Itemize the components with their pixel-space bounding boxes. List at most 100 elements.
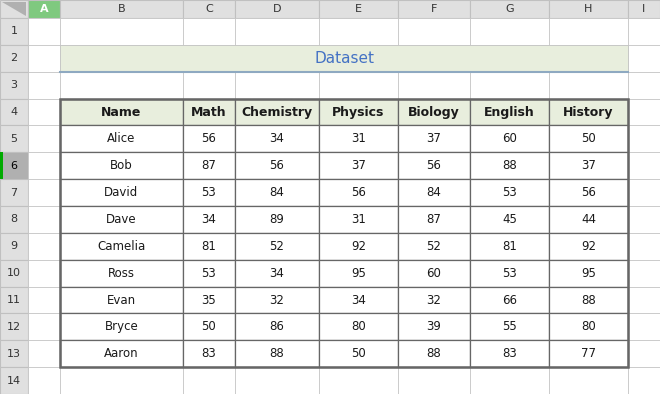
Bar (60, 152, 183, 179)
Bar (470, 340, 549, 367)
Bar (319, 125, 398, 152)
Bar (470, 125, 549, 152)
Bar (0, 72, 28, 98)
Text: 56: 56 (351, 186, 366, 199)
Bar (319, 206, 398, 233)
Bar (0, 98, 28, 125)
Text: 92: 92 (581, 240, 596, 253)
Bar (470, 179, 549, 206)
Bar (398, 72, 470, 98)
Bar (0, 45, 28, 72)
Bar (60, 98, 183, 125)
Bar (28, 260, 60, 286)
Text: Dave: Dave (106, 213, 137, 226)
Bar (470, 260, 549, 286)
Text: Chemistry: Chemistry (242, 106, 313, 119)
Text: 45: 45 (502, 213, 517, 226)
Text: G: G (505, 4, 513, 14)
Text: 50: 50 (351, 347, 366, 360)
Bar (470, 286, 549, 314)
Text: English: English (484, 106, 535, 119)
Bar (549, 233, 628, 260)
Text: 34: 34 (351, 294, 366, 307)
Bar (398, 98, 470, 125)
Bar (549, 125, 628, 152)
Bar (235, 314, 319, 340)
Text: Physics: Physics (332, 106, 385, 119)
Bar (470, 367, 549, 394)
Bar (470, 260, 549, 286)
Bar (470, 286, 549, 314)
Text: 37: 37 (581, 159, 596, 172)
Bar (549, 0, 628, 18)
Bar (183, 286, 235, 314)
Bar (183, 206, 235, 233)
Bar (60, 206, 183, 233)
Bar (0, 286, 28, 314)
Bar (549, 125, 628, 152)
Text: 53: 53 (201, 186, 216, 199)
Text: 13: 13 (7, 349, 21, 359)
Bar (319, 260, 398, 286)
Bar (60, 233, 183, 260)
Bar (398, 233, 470, 260)
Bar (0, 18, 28, 45)
Bar (398, 340, 470, 367)
Text: 84: 84 (426, 186, 442, 199)
Bar (628, 45, 660, 72)
Bar (549, 152, 628, 179)
Bar (28, 125, 60, 152)
Bar (398, 18, 470, 45)
Text: 66: 66 (502, 294, 517, 307)
Bar (398, 152, 470, 179)
Bar (398, 45, 470, 72)
Bar (628, 72, 660, 98)
Text: 88: 88 (270, 347, 284, 360)
Text: Math: Math (191, 106, 227, 119)
Bar (28, 98, 60, 125)
Text: 80: 80 (351, 320, 366, 333)
Text: 10: 10 (7, 268, 21, 278)
Text: Camelia: Camelia (97, 240, 145, 253)
Text: 6: 6 (11, 161, 18, 171)
Text: 60: 60 (426, 267, 442, 280)
Bar (398, 260, 470, 286)
Bar (60, 72, 183, 98)
Text: 56: 56 (581, 186, 596, 199)
Bar (183, 233, 235, 260)
Text: 1: 1 (11, 26, 18, 36)
Bar (60, 340, 183, 367)
Bar (183, 0, 235, 18)
Text: H: H (584, 4, 593, 14)
Bar (28, 367, 60, 394)
Bar (60, 125, 183, 152)
Bar (28, 206, 60, 233)
Bar (0, 179, 28, 206)
Bar (549, 260, 628, 286)
Bar (628, 314, 660, 340)
Text: 92: 92 (351, 240, 366, 253)
Bar (470, 152, 549, 179)
Text: F: F (431, 4, 437, 14)
Text: 80: 80 (581, 320, 596, 333)
Bar (398, 179, 470, 206)
Bar (470, 18, 549, 45)
Bar (549, 286, 628, 314)
Bar (319, 286, 398, 314)
Bar (183, 98, 235, 125)
Bar (319, 0, 398, 18)
Bar (235, 233, 319, 260)
Bar (60, 286, 183, 314)
Bar (60, 98, 628, 367)
Bar (470, 125, 549, 152)
Bar (60, 340, 183, 367)
Text: 84: 84 (269, 186, 284, 199)
Bar (183, 152, 235, 179)
Bar (235, 98, 319, 125)
Text: 14: 14 (7, 375, 21, 386)
Bar (183, 125, 235, 152)
Bar (235, 18, 319, 45)
Bar (549, 72, 628, 98)
Bar (470, 72, 549, 98)
Text: I: I (642, 4, 645, 14)
